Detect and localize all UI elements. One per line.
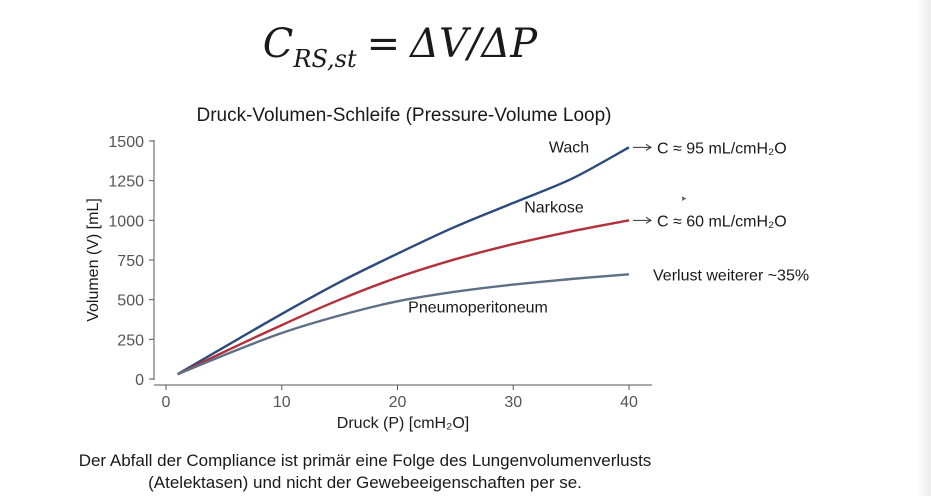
right-edge-shade [917, 0, 931, 496]
arrow-right-icon [645, 143, 652, 151]
series-label-pneumoperitoneum: Pneumoperitoneum [408, 299, 548, 316]
label-layer: Wach Narkose Pneumoperitoneum C ≈ 95 mL/cmH… [408, 139, 809, 316]
footnote: Der Abfall der Compliance ist primär ein… [0, 450, 730, 494]
y-tick-label: 250 [117, 332, 144, 349]
y-tick-label: 500 [117, 293, 144, 310]
y-tick-label: 1500 [108, 134, 144, 151]
x-tick-label: 0 [162, 394, 171, 411]
formula-symbol: C [262, 21, 294, 67]
formula-rhs: ΔV/ΔP [410, 21, 538, 67]
series-label-narkose: Narkose [524, 199, 584, 216]
annotation-label: C ≈ 95 mL/cmH₂O [657, 140, 787, 157]
y-axis-label: Volumen (V) [mL] [85, 198, 102, 322]
y-tick-label: 750 [117, 253, 144, 270]
x-tick-label: 20 [389, 394, 407, 411]
y-ticks: 0 250 500 750 1000 1250 1500 [108, 134, 154, 389]
series-label-wach: Wach [549, 139, 589, 156]
annotation-label: Verlust weiterer ~35% [653, 267, 809, 284]
x-ticks: 0 10 20 30 40 [162, 385, 638, 411]
series-line-pneumoperitoneum [177, 273, 630, 376]
footnote-line-2: (Atelektasen) und nicht der Gewebeeigens… [148, 473, 582, 492]
y-tick-label: 1250 [108, 174, 144, 191]
x-tick-label: 40 [620, 394, 638, 411]
formula-subscript: RS,st [293, 45, 357, 73]
formula-equals: = [366, 21, 401, 67]
x-tick-label: 10 [273, 394, 291, 411]
footnote-line-1: Der Abfall der Compliance ist primär ein… [78, 451, 652, 470]
series-line-narkose [177, 219, 630, 376]
y-tick-label: 1000 [108, 213, 144, 230]
annotation-label: C ≈ 60 mL/cmH₂O [657, 213, 787, 230]
mouse-cursor-icon: ▸ [682, 193, 687, 203]
chart-title: Druck-Volumen-Schleife (Pressure-Volume … [196, 105, 611, 126]
x-tick-label: 30 [504, 394, 522, 411]
series-line-wach [176, 146, 630, 376]
compliance-formula: CRS,st = ΔV/ΔP [0, 14, 800, 89]
y-tick-label: 0 [135, 372, 144, 389]
x-axis-label: Druck (P) [cmH₂O] [337, 415, 469, 432]
series-layer [176, 146, 630, 376]
arrow-right-icon [645, 216, 652, 224]
